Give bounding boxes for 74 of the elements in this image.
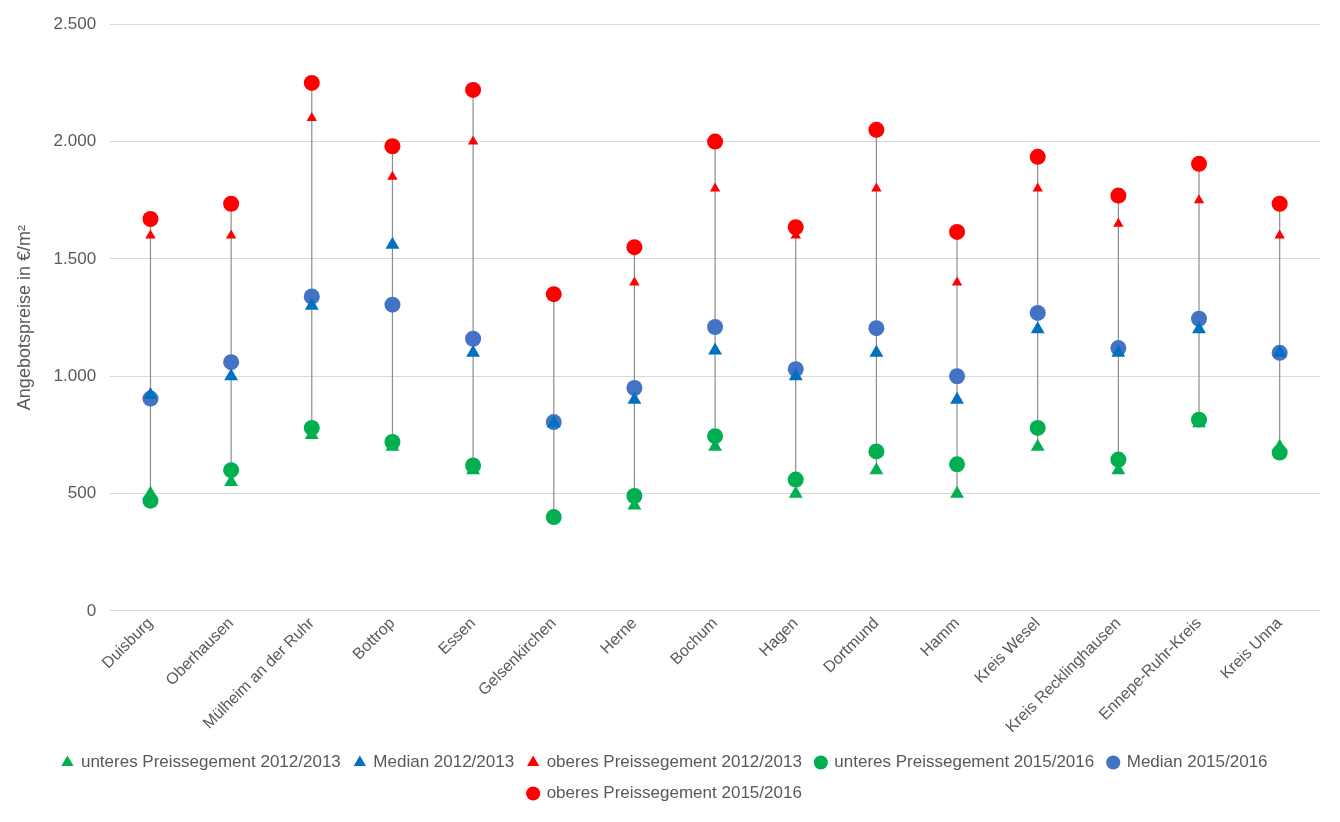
y-tick-label: 500 bbox=[67, 483, 97, 503]
y-tick-label: 0 bbox=[86, 600, 97, 620]
point bbox=[626, 380, 643, 397]
point bbox=[1030, 321, 1045, 334]
point bbox=[707, 133, 724, 150]
point bbox=[1032, 182, 1043, 192]
point bbox=[787, 471, 804, 488]
point bbox=[950, 485, 964, 498]
point bbox=[950, 391, 964, 404]
point bbox=[787, 219, 804, 236]
y-tick-label: 1.000 bbox=[53, 365, 97, 385]
point bbox=[869, 344, 884, 357]
legend-label: unteres Preissegement 2012/2013 bbox=[80, 752, 341, 772]
point bbox=[788, 368, 803, 381]
y-axis-title: Angebotspreise in €/m² bbox=[13, 225, 34, 411]
point bbox=[303, 74, 320, 91]
y-tick-label: 2.000 bbox=[53, 131, 97, 151]
point bbox=[143, 387, 158, 400]
point bbox=[466, 344, 481, 357]
point bbox=[1030, 438, 1045, 451]
point bbox=[629, 276, 640, 286]
y-tick-label: 2.500 bbox=[53, 13, 97, 33]
point bbox=[868, 320, 885, 337]
point bbox=[1192, 321, 1206, 334]
point bbox=[868, 443, 885, 460]
legend-label: Median 2015/2016 bbox=[1126, 752, 1268, 772]
point bbox=[384, 138, 401, 155]
legend-label: Median 2012/2013 bbox=[373, 752, 515, 772]
point bbox=[871, 182, 882, 192]
point bbox=[1193, 194, 1205, 204]
point bbox=[707, 318, 724, 335]
point bbox=[707, 428, 724, 445]
point bbox=[949, 368, 966, 385]
point bbox=[467, 135, 479, 145]
point bbox=[465, 81, 482, 98]
point bbox=[1029, 419, 1046, 436]
point bbox=[304, 297, 319, 310]
point bbox=[387, 170, 398, 180]
point bbox=[224, 368, 239, 381]
legend-label: oberes Preissegement 2015/2016 bbox=[546, 783, 802, 803]
point bbox=[949, 456, 966, 473]
point bbox=[223, 354, 240, 371]
y-tick-label: 1.500 bbox=[53, 248, 97, 268]
point bbox=[1272, 344, 1287, 357]
point bbox=[142, 211, 159, 228]
point bbox=[1271, 195, 1288, 212]
point bbox=[143, 485, 158, 498]
point bbox=[465, 330, 482, 347]
point bbox=[951, 276, 963, 286]
point bbox=[949, 223, 966, 240]
point bbox=[384, 296, 401, 313]
point bbox=[545, 286, 562, 303]
point bbox=[223, 462, 240, 479]
point bbox=[306, 112, 317, 122]
point bbox=[385, 236, 400, 249]
point bbox=[708, 342, 722, 355]
point bbox=[868, 121, 885, 138]
point bbox=[1191, 155, 1208, 172]
point bbox=[545, 509, 562, 526]
point bbox=[709, 182, 721, 192]
point bbox=[869, 462, 884, 475]
point bbox=[1110, 187, 1127, 204]
point bbox=[1029, 148, 1046, 165]
point bbox=[1029, 304, 1046, 321]
point bbox=[627, 391, 642, 404]
point bbox=[1191, 310, 1208, 327]
legend-label: oberes Preissegement 2012/2013 bbox=[546, 752, 802, 772]
point bbox=[223, 195, 240, 212]
point bbox=[1111, 344, 1126, 357]
point bbox=[626, 239, 643, 256]
point bbox=[1113, 217, 1124, 227]
point bbox=[145, 229, 156, 239]
point bbox=[788, 485, 803, 498]
legend-label: unteres Preissegement 2015/2016 bbox=[834, 752, 1095, 772]
